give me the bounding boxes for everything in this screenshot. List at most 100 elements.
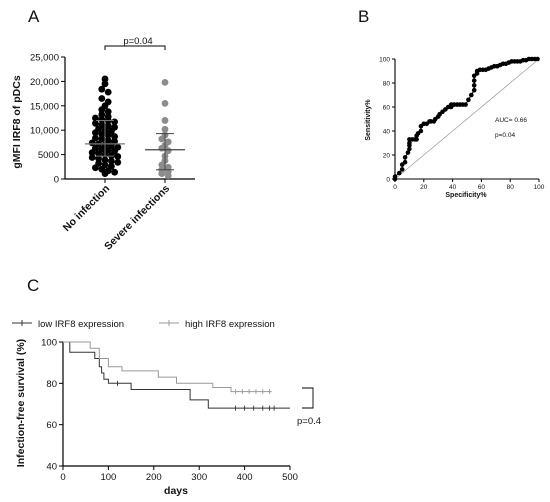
chart-a-data-point — [92, 134, 99, 142]
chart-a-data-point — [164, 147, 172, 155]
chart-a-data-point — [158, 170, 166, 178]
chart-a-data-point — [104, 131, 112, 139]
chart-c-ytick-label: 40 — [46, 462, 57, 473]
chart-b-roc-point — [466, 97, 471, 103]
chart-c-pvalue: p=0.4 — [297, 416, 321, 427]
chart-a-ytick-label: 10,000 — [30, 126, 59, 137]
chart-a-data-point — [101, 156, 109, 164]
legend-label-low: low IRF8 expression — [38, 319, 124, 330]
chart-a-data-point — [161, 125, 169, 133]
chart-a-data-point — [92, 129, 99, 137]
chart-b-xlabel: Specificity% — [445, 192, 487, 199]
chart-b-roc-point — [392, 174, 398, 179]
chart-c-xtick-label: 500 — [282, 472, 298, 483]
chart-a-data-point — [95, 150, 102, 158]
chart-a-data-point — [101, 170, 109, 178]
chart-b-roc-point — [399, 167, 405, 172]
chart-c-xtick-label: 400 — [237, 472, 253, 483]
chart-a-data-point — [101, 80, 109, 88]
chart-c-xlabel: days — [164, 485, 188, 497]
chart-c-ylabel: Infection-free survival (%) — [15, 339, 27, 467]
chart-b-ytick-label: 100 — [379, 57, 390, 64]
chart-b-ytick-label: 60 — [383, 105, 391, 112]
chart-a-ytick-label: 0 — [54, 175, 59, 186]
chart-b-xtick-label: 100 — [534, 184, 545, 191]
chart-a-data-point — [92, 164, 99, 172]
chart-a-data-point — [98, 116, 106, 123]
chart-b-pvalue: p=0.04 — [495, 132, 515, 139]
chart-a-data-point — [114, 159, 122, 166]
chart-b-ytick-label: 40 — [383, 129, 391, 136]
panel-label-c: C — [27, 276, 39, 295]
chart-b-roc-point — [405, 150, 411, 155]
chart-a-data-point — [95, 155, 102, 162]
chart-b-xtick-label: 80 — [507, 184, 515, 191]
chart-b-ytick-label: 0 — [386, 177, 390, 184]
chart-a-data-point — [108, 157, 115, 165]
chart-a-data-point — [104, 88, 112, 96]
chart-a-data-point — [98, 95, 106, 102]
chart-b-roc: Sensitivity% Specificity% AUC= 0.66 p=0.… — [365, 57, 545, 200]
chart-c-ytick-label: 60 — [46, 420, 57, 431]
chart-c-survival-curve — [63, 341, 290, 409]
chart-b-auc: AUC= 0.66 — [495, 117, 527, 124]
chart-a-data-point — [88, 149, 96, 157]
chart-b-xtick-label: 0 — [393, 184, 397, 191]
chart-a-category-label: Severe infections — [102, 183, 172, 253]
chart-b-ytick-label: 20 — [383, 153, 391, 160]
chart-a-data-point — [88, 139, 96, 147]
chart-c-survival: Infection-free survival (%) days p=0.4 l… — [12, 319, 321, 497]
chart-a-data-point — [98, 85, 106, 93]
chart-a-significance-bracket — [104, 45, 166, 50]
chart-b-roc-point — [471, 87, 477, 93]
chart-c-ytick-label: 80 — [46, 379, 57, 390]
chart-a-data-point — [101, 75, 109, 83]
chart-a-significance: p=0.04 — [123, 36, 152, 47]
chart-c-xtick-label: 200 — [146, 472, 162, 483]
chart-b-reference-line — [394, 58, 540, 180]
chart-a-data-point — [98, 130, 106, 138]
chart-b-roc-point — [397, 170, 402, 176]
chart-a-ytick-label: 20,000 — [30, 77, 59, 88]
chart-a-data-point — [104, 108, 112, 116]
chart-b-ytick-label: 80 — [383, 81, 391, 88]
chart-b-roc-point — [471, 83, 477, 88]
chart-a-data-point — [88, 154, 96, 161]
chart-c-pvalue-bracket — [302, 387, 314, 409]
chart-b-roc-point — [471, 78, 477, 83]
chart-b-roc-point — [402, 155, 408, 160]
chart-a-dotplot: gMFI IRF8 of pDCs p=0.04 0 5000 10,000 15,0… — [11, 36, 195, 253]
chart-b-roc-point — [414, 137, 419, 142]
legend-label-high: high IRF8 expression — [185, 319, 275, 330]
chart-a-data-point — [92, 119, 99, 127]
chart-a-ytick-label: 15,000 — [30, 101, 59, 112]
panel-label-b: B — [358, 7, 369, 26]
chart-a-data-point — [98, 106, 106, 114]
chart-b-xtick-label: 40 — [449, 184, 457, 191]
chart-a-data-point — [98, 135, 106, 143]
chart-c-ytick-label: 100 — [41, 338, 57, 349]
chart-a-data-point — [114, 153, 122, 160]
chart-b-roc-point — [463, 102, 468, 107]
chart-b-ylabel: Sensitivity% — [365, 99, 372, 141]
chart-c-xtick-label: 0 — [60, 472, 65, 483]
chart-a-ytick-label: 5000 — [38, 150, 59, 161]
chart-b-roc-point — [407, 140, 412, 146]
chart-a-ylabel: gMFI IRF8 of pDCs — [11, 75, 23, 168]
chart-c-xtick-label: 300 — [191, 472, 207, 483]
chart-b-xtick-label: 20 — [420, 184, 428, 191]
chart-a-data-point — [111, 168, 118, 176]
chart-a-data-point — [161, 78, 169, 86]
chart-c-survival-curve — [63, 341, 272, 393]
chart-a-category-label: No infection — [61, 183, 112, 234]
chart-a-data-point — [158, 144, 166, 152]
chart-a-data-point — [161, 99, 169, 107]
chart-b-xtick-label: 60 — [478, 184, 486, 191]
chart-a-data-point — [161, 117, 169, 124]
chart-a-data-point — [164, 172, 172, 179]
chart-b-roc-point — [469, 92, 474, 98]
chart-a-data-point — [158, 135, 166, 143]
chart-b-roc-point — [418, 128, 424, 134]
chart-a-data-point — [98, 111, 106, 118]
